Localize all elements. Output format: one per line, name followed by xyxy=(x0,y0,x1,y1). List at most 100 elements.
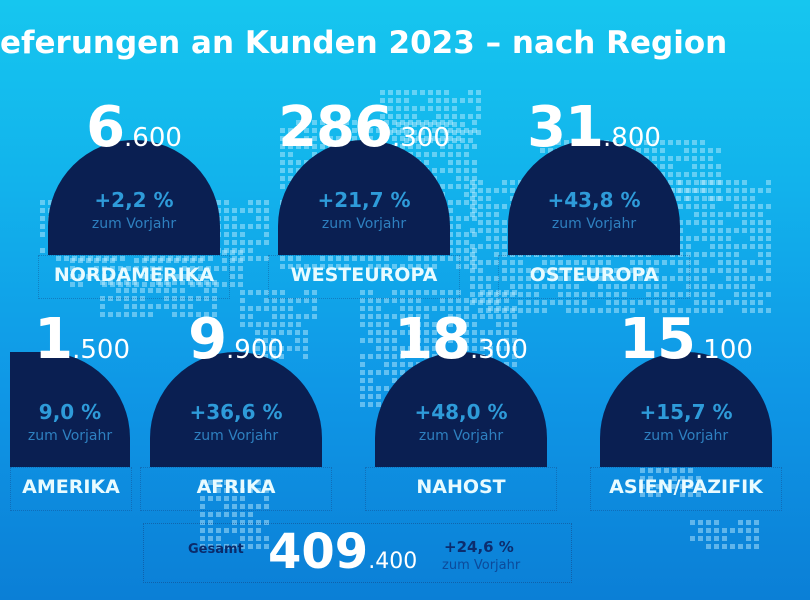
map-dot xyxy=(368,378,373,383)
map-dot xyxy=(472,128,477,133)
map-dot xyxy=(758,236,763,241)
map-dot xyxy=(470,180,475,185)
map-dot xyxy=(464,160,469,165)
map-dot xyxy=(750,212,755,217)
map-dot xyxy=(172,304,177,309)
map-dot xyxy=(738,528,743,533)
map-dot xyxy=(698,520,703,525)
value-hundreds: .600 xyxy=(124,123,182,153)
map-dot xyxy=(690,536,695,541)
map-dot xyxy=(734,180,739,185)
value-thousands: 18 xyxy=(394,307,471,372)
map-dot xyxy=(240,256,245,261)
region-label-box: WESTEUROPA xyxy=(268,255,460,299)
map-dot xyxy=(478,196,483,201)
map-dot xyxy=(734,276,739,281)
map-dot xyxy=(738,544,743,549)
map-dot xyxy=(360,306,365,311)
map-dot xyxy=(40,208,45,213)
map-dot xyxy=(700,156,705,161)
map-dot xyxy=(630,300,635,305)
map-dot xyxy=(766,220,771,225)
map-dot xyxy=(494,204,499,209)
map-dot xyxy=(238,266,243,271)
map-dot xyxy=(256,224,261,229)
page-title: eferungen an Kunden 2023 – nach Region xyxy=(0,25,728,61)
map-dot xyxy=(718,196,723,201)
map-dot xyxy=(464,240,469,245)
map-dot xyxy=(368,306,373,311)
map-dot xyxy=(718,252,723,257)
map-dot xyxy=(654,300,659,305)
map-dot xyxy=(464,216,469,221)
map-dot xyxy=(396,90,401,95)
map-dot xyxy=(470,188,475,193)
map-dot xyxy=(164,304,169,309)
map-dot xyxy=(758,244,763,249)
map-dot xyxy=(436,90,441,95)
map-dot xyxy=(714,528,719,533)
map-dot xyxy=(702,212,707,217)
map-dot xyxy=(486,212,491,217)
map-dot xyxy=(472,200,477,205)
map-dot xyxy=(702,300,707,305)
map-dot xyxy=(232,240,237,245)
map-dot xyxy=(726,244,731,249)
map-dot xyxy=(694,180,699,185)
map-dot xyxy=(758,252,763,257)
map-dot xyxy=(486,276,491,281)
region-card-osteuropa: 31.800 +43,8 % zum Vorjahr OSTEUROPA xyxy=(498,98,690,299)
map-dot xyxy=(472,120,477,125)
map-dot xyxy=(156,304,161,309)
map-dot xyxy=(730,544,735,549)
map-dot xyxy=(758,260,763,265)
map-dot xyxy=(456,128,461,133)
map-dot xyxy=(240,208,245,213)
map-dot xyxy=(734,196,739,201)
map-dot xyxy=(478,300,483,305)
map-dot xyxy=(232,512,237,517)
map-dot xyxy=(502,228,507,233)
map-dot xyxy=(694,188,699,193)
map-dot xyxy=(694,252,699,257)
map-dot xyxy=(264,208,269,213)
map-dot xyxy=(742,292,747,297)
map-dot xyxy=(478,268,483,273)
map-dot xyxy=(460,122,465,127)
map-dot xyxy=(100,304,105,309)
map-dot xyxy=(224,200,229,205)
map-dot xyxy=(452,138,457,143)
region-label-box: NORDAMERIKA xyxy=(38,255,230,299)
map-dot xyxy=(478,276,483,281)
map-dot xyxy=(742,228,747,233)
region-change-caption: zum Vorjahr xyxy=(193,428,279,444)
map-dot xyxy=(468,114,473,119)
map-dot xyxy=(742,188,747,193)
map-dot xyxy=(478,292,483,297)
map-dot xyxy=(684,156,689,161)
map-dot xyxy=(360,402,365,407)
map-dot xyxy=(360,394,365,399)
value-thousands: 9 xyxy=(188,307,227,372)
region-change-caption: zum Vorjahr xyxy=(91,216,177,232)
map-dot xyxy=(750,292,755,297)
map-dot xyxy=(486,204,491,209)
value-thousands: 15 xyxy=(619,307,696,372)
map-dot xyxy=(368,370,373,375)
map-dot xyxy=(478,220,483,225)
map-dot xyxy=(566,300,571,305)
map-dot xyxy=(502,180,507,185)
map-dot xyxy=(412,90,417,95)
map-dot xyxy=(694,212,699,217)
map-dot xyxy=(606,300,611,305)
map-dot xyxy=(708,164,713,169)
map-dot xyxy=(494,188,499,193)
map-dot xyxy=(750,228,755,233)
map-dot xyxy=(472,192,477,197)
map-dot xyxy=(534,300,539,305)
map-dot xyxy=(486,300,491,305)
map-dot xyxy=(200,512,205,517)
region-card-asien-pazifik: 15.100 +15,7 % zum Vorjahr ASIEN/PAZIFIK xyxy=(590,307,782,511)
region-change: +48,0 % xyxy=(414,400,508,424)
map-dot xyxy=(582,300,587,305)
